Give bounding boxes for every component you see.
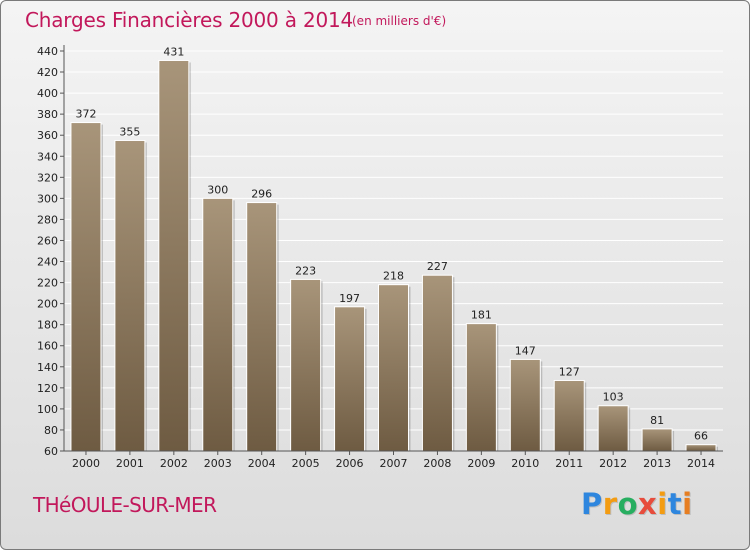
y-axis: 60 80 100 120 140 160 180 200 220 240 260 280 300 320… <box>37 45 65 458</box>
x-tick-label: 2012 <box>599 457 627 470</box>
bar <box>202 197 234 452</box>
data-label: 296 <box>251 188 272 201</box>
y-tick-label: 240 <box>37 256 58 269</box>
chart-subtitle: (en milliers d'€) <box>352 14 447 28</box>
chart-title: Charges Financières 2000 à 2014 <box>25 8 354 32</box>
proxiti-logo[interactable]: Proxiti <box>581 487 693 521</box>
y-tick-label: 340 <box>37 150 58 163</box>
y-tick-label: 180 <box>37 319 58 332</box>
data-label: 181 <box>471 309 492 322</box>
bar <box>553 379 585 452</box>
bar <box>290 278 322 452</box>
bar <box>421 274 453 452</box>
x-tick-label: 2005 <box>292 457 320 470</box>
data-label: 300 <box>207 183 228 196</box>
logo-letter: i <box>657 487 668 521</box>
data-label: 431 <box>163 45 184 58</box>
x-tick-label: 2000 <box>72 457 100 470</box>
y-tick-label: 360 <box>37 129 58 142</box>
y-tick-label: 200 <box>37 298 58 311</box>
x-tick-label: 2010 <box>511 457 539 470</box>
commune-name: THéOULE-SUR-MER <box>33 493 217 517</box>
x-tick-label: 2014 <box>687 457 715 470</box>
y-tick-label: 60 <box>44 445 58 458</box>
data-label: 223 <box>295 264 316 277</box>
bar <box>246 202 278 452</box>
x-axis: 2000 2001 2002 2003 2004 2005 2006 2007 2008 2009… <box>64 450 723 470</box>
x-tick-label: 2013 <box>643 457 671 470</box>
bar <box>597 405 629 452</box>
bars: 372 355 431 300 296 223 197 218 227 181 147 127 103 8… <box>70 45 719 452</box>
logo-letter: o <box>617 487 639 521</box>
y-tick-label: 160 <box>37 340 58 353</box>
logo-letter: i <box>682 487 693 521</box>
data-label: 355 <box>119 125 140 138</box>
bar <box>378 284 409 452</box>
y-tick-label: 140 <box>37 361 58 374</box>
y-tick-label: 420 <box>37 66 58 79</box>
logo-letter: r <box>602 487 618 521</box>
data-label: 103 <box>603 391 624 404</box>
x-tick-label: 2002 <box>160 457 188 470</box>
data-label: 227 <box>427 260 448 273</box>
y-tick-label: 220 <box>37 277 58 290</box>
data-label: 66 <box>694 430 708 443</box>
x-tick-label: 2011 <box>555 457 583 470</box>
bar <box>509 358 541 452</box>
x-tick-label: 2007 <box>380 457 408 470</box>
y-tick-label: 120 <box>37 382 58 395</box>
x-tick-label: 2006 <box>336 457 364 470</box>
y-tick-label: 440 <box>37 45 58 58</box>
data-label: 127 <box>559 365 580 378</box>
bar <box>334 306 366 452</box>
data-label: 372 <box>75 108 96 121</box>
x-tick-label: 2001 <box>116 457 144 470</box>
y-tick-label: 100 <box>37 403 58 416</box>
data-label: 218 <box>383 270 404 283</box>
bar <box>685 444 717 452</box>
data-label: 197 <box>339 292 360 305</box>
y-tick-label: 380 <box>37 108 58 121</box>
bar <box>70 122 102 452</box>
y-tick-label: 280 <box>37 213 58 226</box>
y-tick-label: 320 <box>37 171 58 184</box>
logo-letter: t <box>667 487 683 521</box>
logo-letter: P <box>581 487 603 521</box>
y-tick-label: 260 <box>37 234 58 247</box>
x-tick-label: 2003 <box>204 457 232 470</box>
bar <box>641 428 673 452</box>
y-tick-label: 400 <box>37 87 58 100</box>
x-tick-label: 2004 <box>248 457 276 470</box>
y-tick-label: 80 <box>44 424 58 437</box>
x-tick-label: 2008 <box>423 457 451 470</box>
data-label: 147 <box>515 344 536 357</box>
bar <box>158 59 190 452</box>
bar <box>114 139 146 452</box>
y-tick-label: 300 <box>37 192 58 205</box>
logo-letter: x <box>638 487 658 521</box>
data-label: 81 <box>650 414 664 427</box>
x-tick-label: 2009 <box>467 457 495 470</box>
bar <box>465 323 497 452</box>
